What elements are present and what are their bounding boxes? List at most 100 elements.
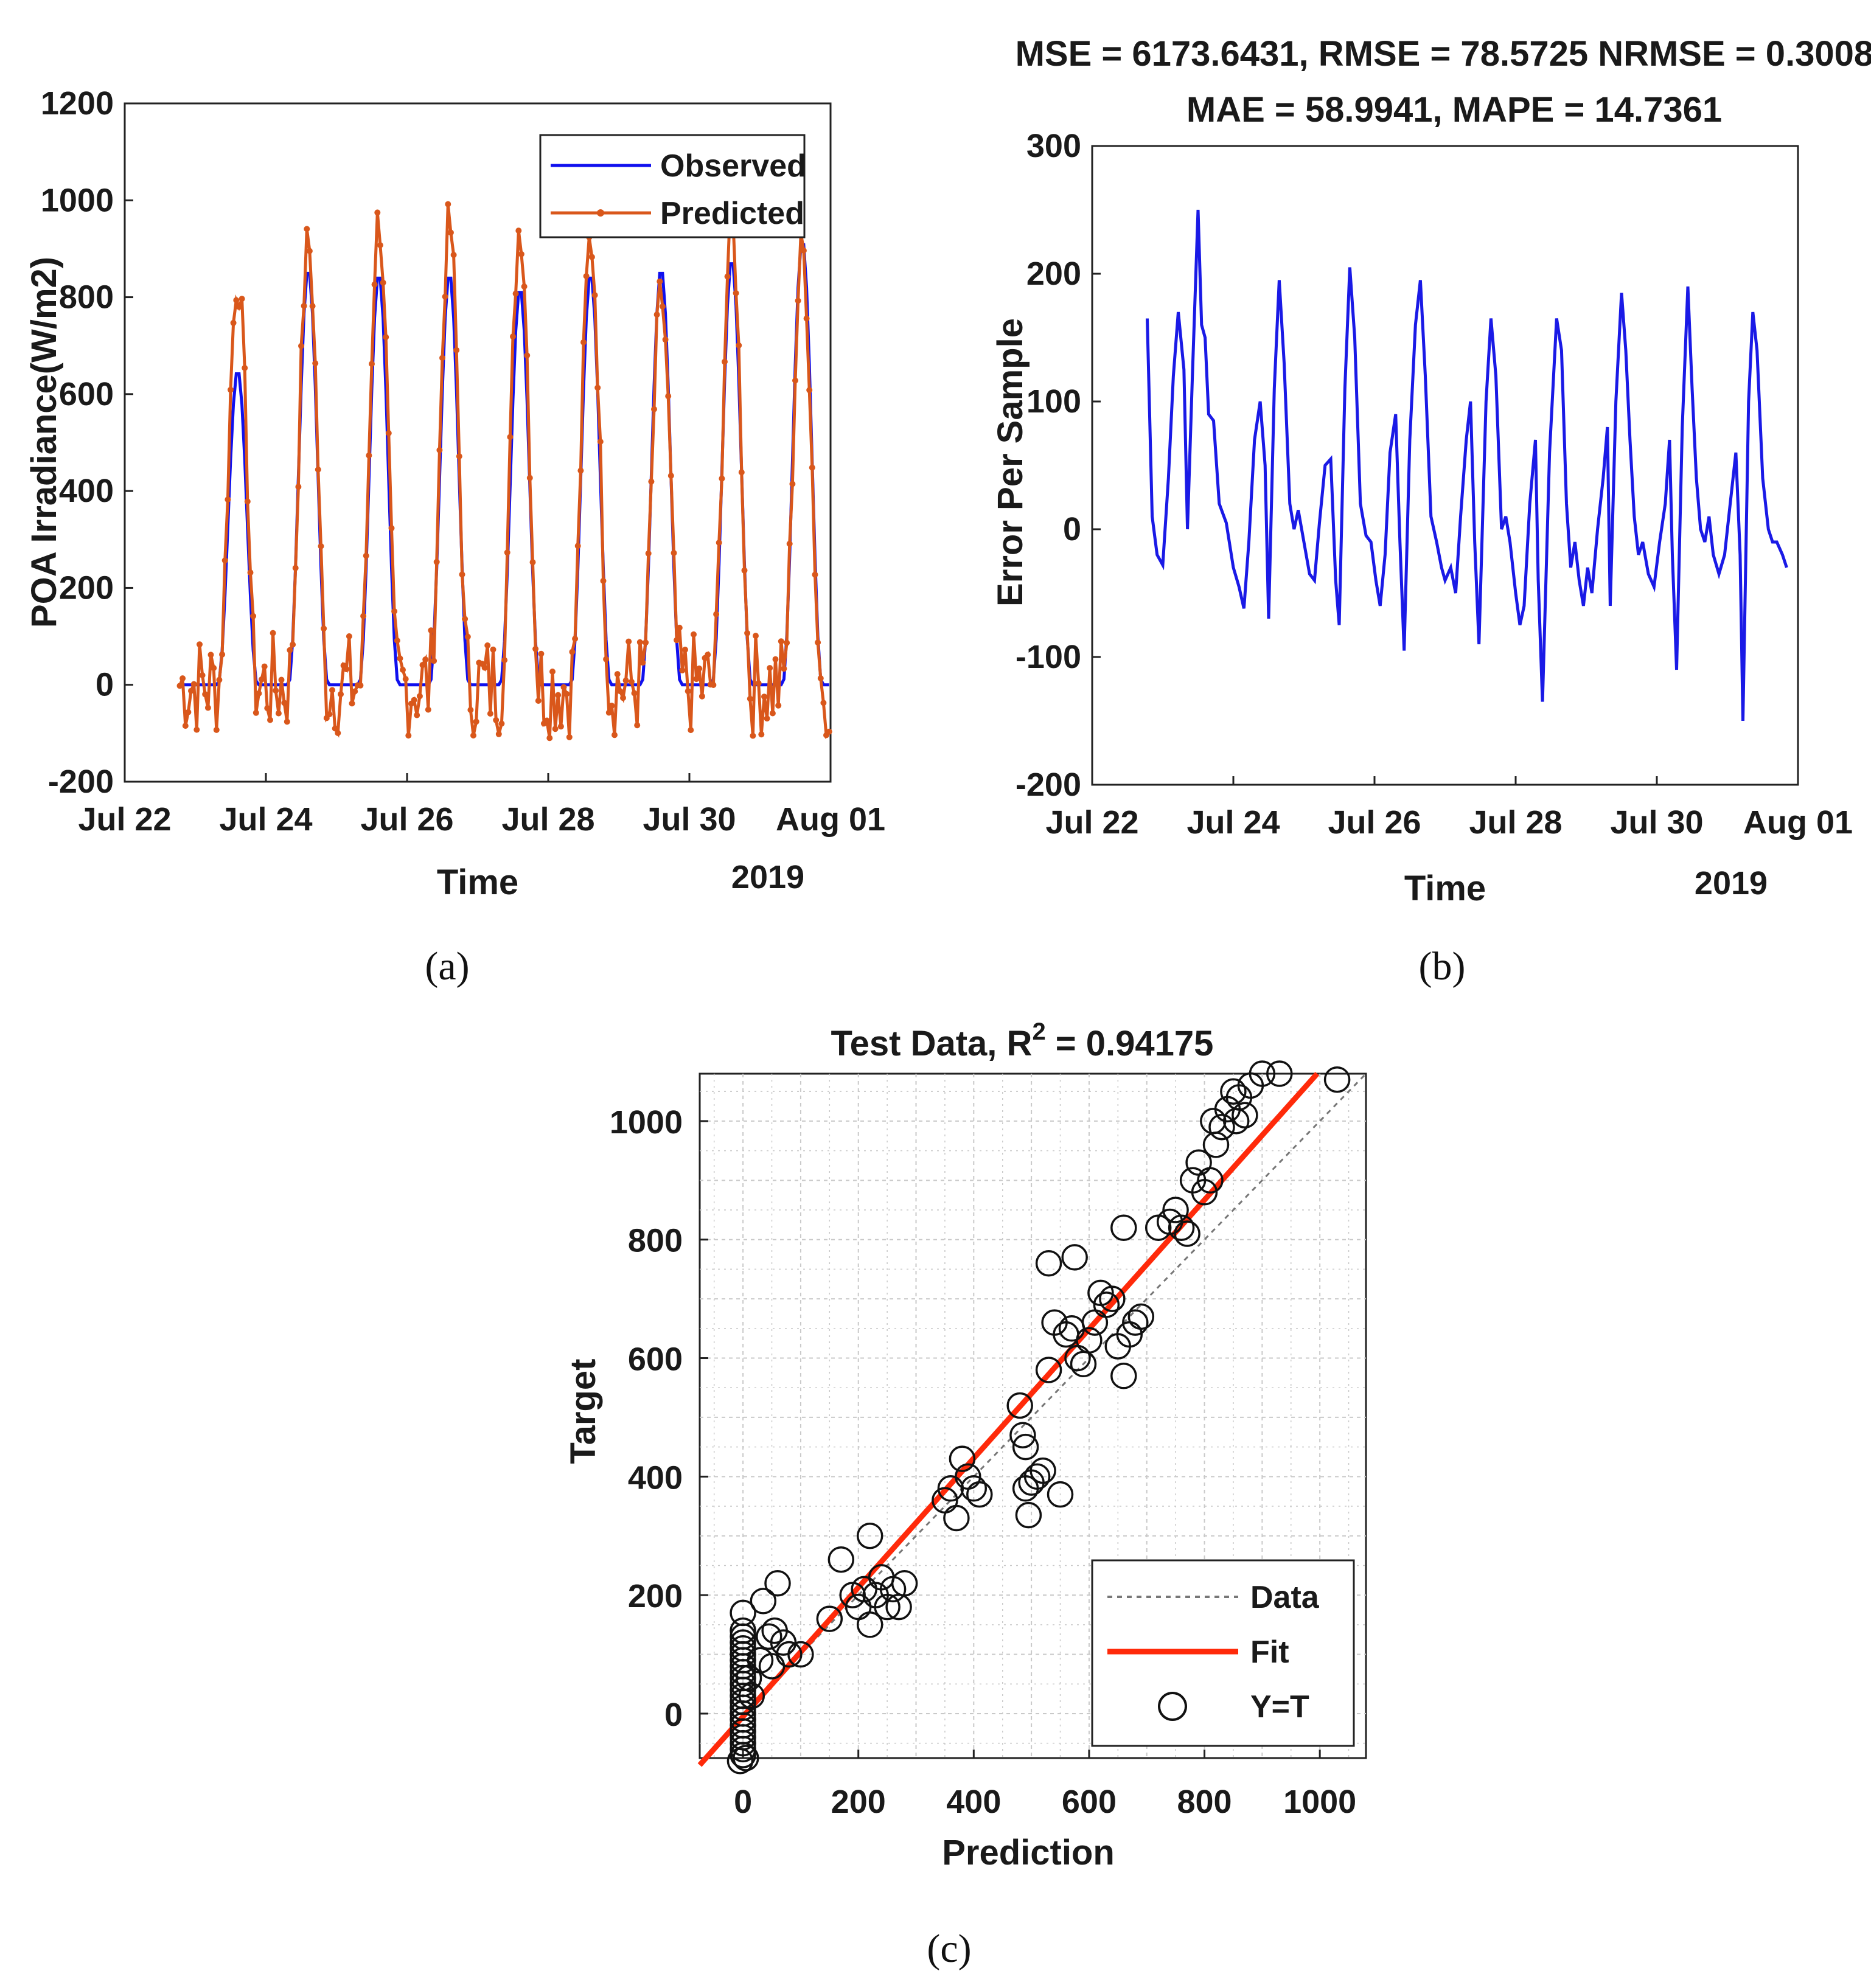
panel-c-scatter-point xyxy=(1127,1303,1155,1330)
panel-b-title-line-1: MSE = 6173.6431, RMSE = 78.5725 NRMSE = … xyxy=(1016,34,1871,74)
panel-a-year-label: 2019 xyxy=(731,859,804,895)
panel-a-caption: (a) xyxy=(425,944,469,989)
panel-b-x-tick-label: Jul 22 xyxy=(1045,804,1138,841)
panel-a-y-axis-label: POA Irradiance(W/m2) xyxy=(24,257,64,628)
panel-c-scatter-point xyxy=(1012,1433,1039,1461)
panel-a-predicted-point xyxy=(216,676,223,683)
panel-a-predicted-point xyxy=(343,666,350,672)
panel-a-predicted-point xyxy=(622,677,629,684)
panel-a-predicted-point xyxy=(784,639,790,646)
panel-b-y-ticks: -200 -100 0 100 200 300 xyxy=(1016,128,1101,803)
panel-b-y-axis-label: Error Per Sample xyxy=(991,318,1030,606)
panel-a-predicted-point xyxy=(487,711,493,717)
panel-c-scatter-point xyxy=(1220,1078,1247,1105)
panel-a-y-tick-label: -200 xyxy=(48,763,114,800)
panel-a-y-tick-label: 0 xyxy=(96,667,114,703)
panel-c-legend: Data Fit Y=T xyxy=(1091,1559,1355,1747)
panel-a-x-tick-label: Aug 01 xyxy=(776,801,885,838)
panel-a-predicted-point xyxy=(535,698,542,704)
panel-a-y-tick-label: 1000 xyxy=(41,182,114,218)
panel-a-predicted-point xyxy=(639,659,646,666)
panel-c-scatter-point xyxy=(1122,1309,1149,1336)
panel-a-predicted-point xyxy=(335,730,341,736)
panel-a-predicted-point xyxy=(304,226,310,232)
panel-a-predicted-point xyxy=(657,278,663,285)
panel-a-predicted-point xyxy=(600,577,607,584)
panel-c-x-tick-label: 600 xyxy=(1062,1784,1117,1820)
panel-c-scatter-point xyxy=(1110,1363,1137,1389)
panel-a-x-ticks: Jul 22 Jul 24 Jul 26 Jul 28 Jul 30 Aug 01 xyxy=(78,773,885,838)
panel-a-predicted-point xyxy=(529,559,536,566)
panel-c-scatter-point xyxy=(949,1445,976,1472)
panel-a-predicted-point xyxy=(611,732,618,739)
panel-a-y-tick-label: 1200 xyxy=(41,85,114,122)
panel-c-scatter-point xyxy=(738,1682,765,1709)
panel-c-scatter-point xyxy=(1009,1422,1036,1448)
panel-b-y-tick-label: 200 xyxy=(1026,255,1081,292)
panel-c-scatter-point xyxy=(1061,1244,1088,1271)
panel-a-predicted-point xyxy=(820,700,827,706)
panel-a-predicted-point xyxy=(259,676,265,683)
panel-c-x-tick-label: 800 xyxy=(1177,1784,1232,1820)
panel-a-predicted-point xyxy=(287,647,293,653)
panel-a-predicted-point xyxy=(315,466,321,473)
panel-a-predicted-point xyxy=(473,718,479,725)
panel-c-scatter-point xyxy=(966,1481,993,1508)
panel-c-x-tick-label: 400 xyxy=(946,1784,1001,1820)
panel-c-scatter-point xyxy=(730,1617,756,1644)
panel-a-predicted-point xyxy=(278,676,285,683)
panel-a-predicted-point xyxy=(665,393,672,400)
panel-c-scatter-point xyxy=(960,1475,988,1502)
panel-c-scatter-point xyxy=(764,1569,791,1597)
panel-a-predicted-point xyxy=(185,709,192,715)
panel-a-predicted-point xyxy=(504,549,510,556)
panel-a-predicted-point xyxy=(326,711,333,718)
panel-a-predicted-point xyxy=(267,717,273,723)
panel-a-predicted-point xyxy=(719,475,725,482)
panel-a-y-tick-label: 800 xyxy=(59,279,114,316)
panel-a-predicted-point xyxy=(538,650,545,657)
panel-c-scatter-point xyxy=(1197,1167,1224,1194)
panel-a-predicted-point xyxy=(230,319,237,326)
panel-c-y-axis-label: Target xyxy=(563,1359,603,1464)
panel-a-predicted-point xyxy=(261,663,268,670)
panel-a-predicted-point xyxy=(738,469,745,476)
panel-a-predicted-point xyxy=(352,688,358,695)
panel-a-predicted-point xyxy=(557,723,564,730)
panel-a-predicted-point xyxy=(256,690,262,697)
panel-a-predicted-point xyxy=(397,655,403,662)
panel-c-scatter-points xyxy=(726,1060,1351,1774)
panel-c-x-tick-label: 1000 xyxy=(1283,1784,1356,1820)
panel-a-predicted-point xyxy=(366,452,372,459)
panel-c-scatter-point xyxy=(1249,1060,1276,1087)
panel-a-predicted-point xyxy=(710,682,717,688)
panel-a-predicted-point xyxy=(532,645,539,652)
panel-a-predicted-point xyxy=(377,242,383,248)
panel-a-predicted-point xyxy=(555,692,562,698)
panel-a-predicted-point xyxy=(767,665,773,672)
panel-a-legend-predicted-marker xyxy=(597,209,604,217)
panel-a-predicted-point xyxy=(753,633,759,639)
panel-a-predicted-point xyxy=(696,666,703,672)
panel-a-predicted-point xyxy=(705,652,711,658)
panel-a-predicted-point xyxy=(795,297,801,304)
panel-c-legend-yt-label: Y=T xyxy=(1250,1689,1309,1725)
panel-a-predicted-point xyxy=(445,201,451,207)
panel-a-predicted-point xyxy=(815,639,821,646)
panel-a-predicted-point xyxy=(284,718,290,725)
panel-a-predicted-point xyxy=(484,642,491,648)
panel-a-predicted-point xyxy=(526,474,533,481)
panel-c-legend-data-label: Data xyxy=(1250,1580,1320,1615)
panel-b-x-tick-label: Jul 28 xyxy=(1469,804,1562,841)
panel-a-predicted-point xyxy=(495,731,502,737)
panel-a-predicted-point xyxy=(383,334,389,341)
panel-c-scatter-point xyxy=(1266,1060,1293,1087)
panel-a-predicted-point xyxy=(433,558,440,565)
panel-a-predicted-point xyxy=(572,636,579,642)
panel-a-predicted-point xyxy=(605,709,612,716)
panel-c-legend-fit-label: Fit xyxy=(1250,1635,1289,1670)
panel-a-predicted-point xyxy=(338,691,344,698)
panel-a-predicted-point xyxy=(428,627,434,634)
panel-c-scatter-point xyxy=(1099,1285,1126,1312)
panel-b-error-line xyxy=(1146,209,1788,721)
